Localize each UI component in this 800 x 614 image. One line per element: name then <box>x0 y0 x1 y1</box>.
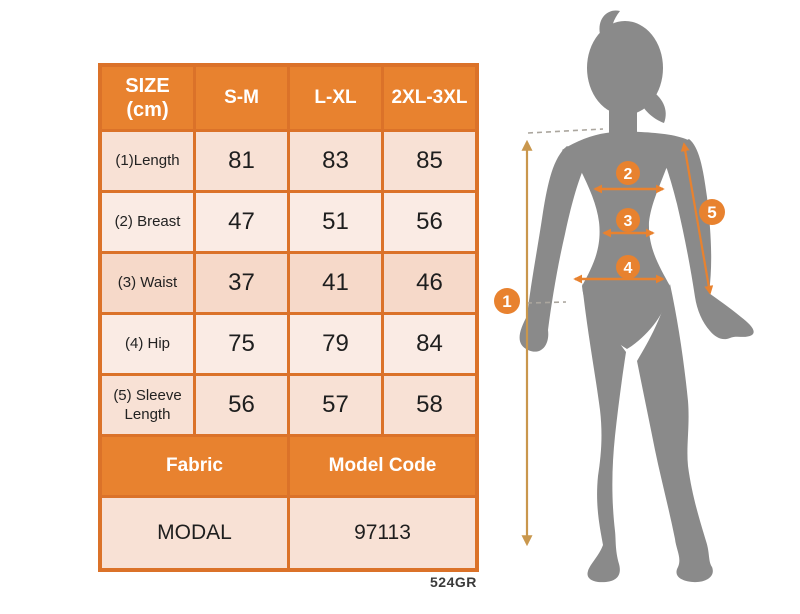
neck-shape <box>609 100 637 136</box>
marker-3-label: 3 <box>624 213 633 230</box>
marker-5-label: 5 <box>707 203 716 222</box>
sleeve-measure-arrow <box>680 142 714 295</box>
value-sleeve-sm: 56 <box>196 376 287 434</box>
value-hip-lxl: 79 <box>290 315 381 373</box>
head-shape <box>587 21 663 115</box>
measurement-annotations <box>521 128 714 547</box>
value-waist-lxl: 41 <box>290 254 381 312</box>
hair-right-shape <box>639 88 666 123</box>
value-sleeve-lxl: 57 <box>290 376 381 434</box>
wrist-dashed-guide <box>526 301 567 304</box>
value-waist-sm: 37 <box>196 254 287 312</box>
body-silhouette <box>519 10 754 583</box>
fabric-header: Fabric <box>102 437 287 495</box>
right-arm-shape <box>665 139 754 340</box>
value-breast-2xl3xl: 56 <box>384 193 475 251</box>
hair-tuft-shape <box>599 10 620 36</box>
marker-5: 5 <box>699 199 725 225</box>
header-size-cm: SIZE (cm) <box>102 67 193 129</box>
model-code-header: Model Code <box>290 437 475 495</box>
value-length-lxl: 83 <box>290 132 381 190</box>
value-hip-sm: 75 <box>196 315 287 373</box>
marker-3: 3 <box>616 208 640 232</box>
measurement-figure: 1 2 3 4 5 <box>494 10 754 583</box>
right-leg-shape <box>637 284 713 583</box>
marker-2-label: 2 <box>624 166 633 183</box>
row-label-hip: (4) Hip <box>102 315 193 373</box>
marker-4-label: 4 <box>624 260 633 277</box>
header-col-2xl3xl: 2XL-3XL <box>384 67 475 129</box>
value-sleeve-2xl3xl: 58 <box>384 376 475 434</box>
row-label-breast: (2) Breast <box>102 193 193 251</box>
left-arm-shape <box>519 146 585 352</box>
marker-4: 4 <box>616 255 640 279</box>
measurement-markers: 1 2 3 4 5 <box>494 161 725 314</box>
row-label-waist: (3) Waist <box>102 254 193 312</box>
model-code-value: 97113 <box>290 498 475 568</box>
marker-1: 1 <box>494 288 520 314</box>
fabric-value: MODAL <box>102 498 287 568</box>
marker-2: 2 <box>616 161 640 185</box>
value-breast-lxl: 51 <box>290 193 381 251</box>
shoulder-dashed-guide <box>527 128 604 134</box>
value-hip-2xl3xl: 84 <box>384 315 475 373</box>
value-breast-sm: 47 <box>196 193 287 251</box>
product-code-label: 524GR <box>430 574 477 590</box>
row-label-length: (1)Length <box>102 132 193 190</box>
size-table: SIZE (cm) S-M L-XL 2XL-3XL (1)Length 81 … <box>98 63 479 572</box>
header-col-sm: S-M <box>196 67 287 129</box>
header-col-lxl: L-XL <box>290 67 381 129</box>
value-length-2xl3xl: 85 <box>384 132 475 190</box>
row-label-sleeve-length: (5) Sleeve Length <box>102 376 193 434</box>
value-waist-2xl3xl: 46 <box>384 254 475 312</box>
left-leg-shape <box>582 283 626 583</box>
marker-1-label: 1 <box>502 292 511 311</box>
value-length-sm: 81 <box>196 132 287 190</box>
